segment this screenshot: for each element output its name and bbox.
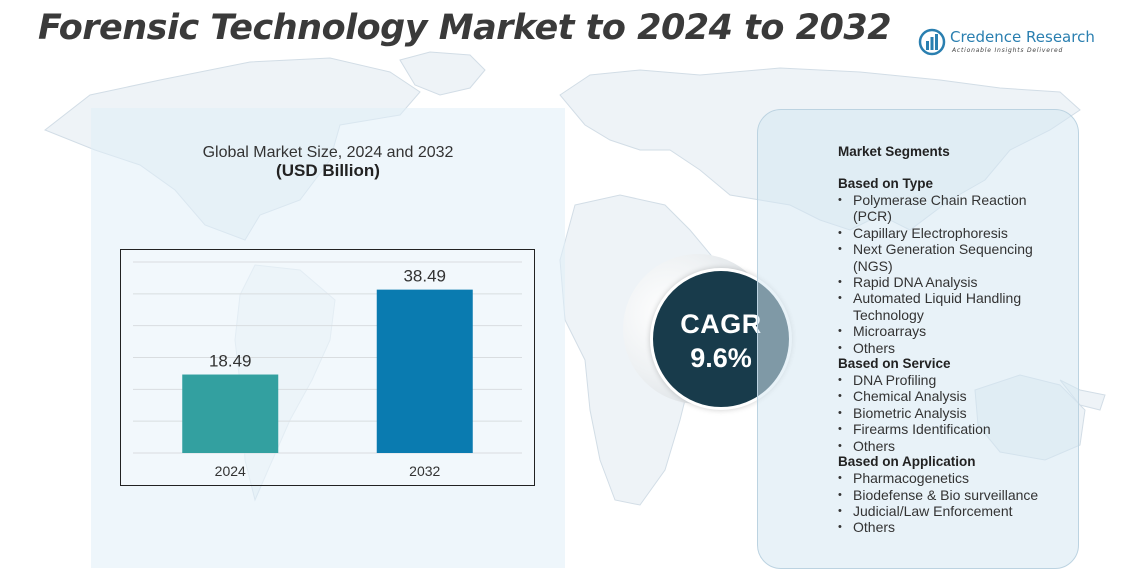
segment-item: Next Generation Sequencing (NGS) [838,241,1068,274]
segment-list-service: DNA Profiling Chemical Analysis Biometri… [838,372,1068,454]
cagr-value: 9.6% [690,343,752,373]
market-size-panel: Global Market Size, 2024 and 2032 (USD B… [91,108,565,568]
segment-item: Rapid DNA Analysis [838,274,1068,291]
segments-content: Market Segments Based on Type Polymerase… [838,144,1068,536]
segment-item: Biometric Analysis [838,405,1068,422]
page-title: Forensic Technology Market to 2024 to 20… [38,8,892,48]
x-tick-label: 2032 [409,463,440,479]
segment-item: Capillary Electrophoresis [838,225,1068,242]
segment-item: Others [838,438,1068,455]
bar-chart-logo-icon [918,28,946,56]
segments-title: Market Segments [838,144,950,159]
chart-frame: 18.49 2024 38.49 2032 [120,249,535,486]
x-tick-label: 2024 [215,463,246,479]
segment-item: DNA Profiling [838,372,1068,389]
segment-group-title-application: Based on Application [838,454,976,470]
segment-group-title-type: Based on Type [838,176,934,191]
segment-item: Microarrays [838,323,1068,340]
segment-item: Biodefense & Bio surveillance [838,487,1068,504]
segment-item: Judicial/Law Enforcement [838,503,1068,520]
logo-name: Credence Research [950,28,1095,46]
segment-list-application: Pharmacogenetics Biodefense & Bio survei… [838,470,1068,536]
cagr-label: CAGR [680,309,762,339]
market-segments-panel: Market Segments Based on Type Polymerase… [757,109,1079,569]
segment-item: Chemical Analysis [838,388,1068,405]
segment-item: Others [838,519,1068,536]
segment-item: Automated Liquid Handling Technology [838,290,1068,323]
segment-group-title-service: Based on Service [838,356,951,372]
segment-item: Polymerase Chain Reaction (PCR) [838,192,1068,225]
data-label-2024: 18.49 [209,352,252,371]
bar-2032 [376,289,473,453]
segment-item: Firearms Identification [838,421,1068,438]
logo-tagline: Actionable Insights Delivered [952,47,1064,54]
chart-subtitle: (USD Billion) [276,161,380,180]
bar-2024 [182,374,279,453]
data-label-2032: 38.49 [403,267,446,286]
segment-list-type: Polymerase Chain Reaction (PCR) Capillar… [838,192,1068,356]
bar-chart: 18.49 2024 38.49 2032 [133,261,522,479]
company-logo[interactable]: Credence Research Actionable Insights De… [918,26,1108,60]
segment-item: Others [838,340,1068,357]
chart-title: Global Market Size, 2024 and 2032 [202,144,454,161]
segment-item: Pharmacogenetics [838,470,1068,487]
